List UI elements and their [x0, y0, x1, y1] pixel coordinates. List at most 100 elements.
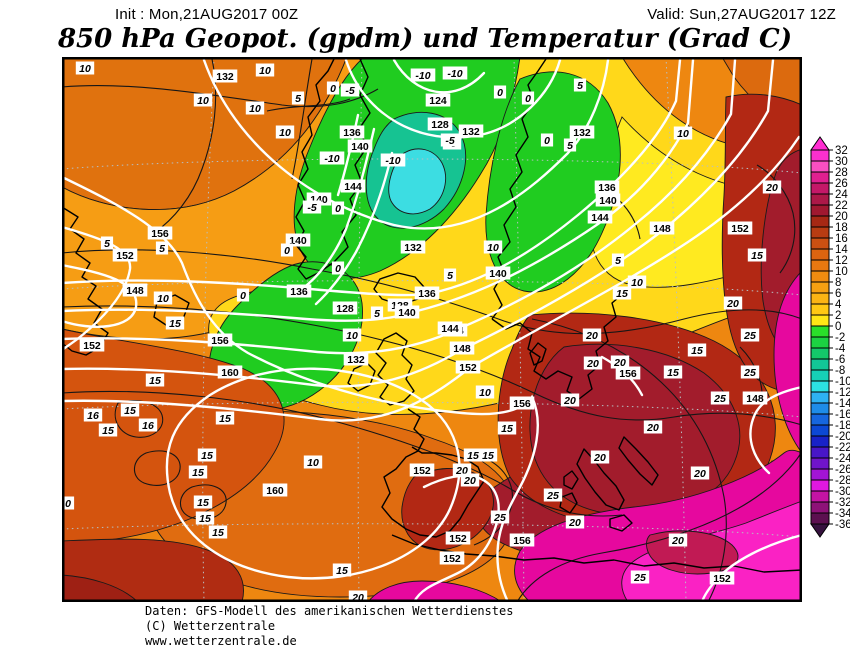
- svg-text:10: 10: [197, 95, 209, 107]
- colorbar-segment: [810, 336, 830, 349]
- colorbar-tick-label: 12: [835, 255, 848, 267]
- temperature-label: 15: [497, 421, 517, 435]
- svg-text:144: 144: [591, 212, 609, 224]
- temperature-label: 0: [331, 201, 345, 215]
- temperature-label: 20: [583, 356, 603, 370]
- colorbar-tick-label: -22: [835, 442, 850, 454]
- svg-text:160: 160: [266, 485, 284, 497]
- temperature-label: 10: [193, 93, 213, 107]
- colorbar-segment: [810, 435, 830, 448]
- svg-text:15: 15: [219, 413, 231, 425]
- svg-text:10: 10: [79, 63, 91, 75]
- svg-text:15: 15: [336, 565, 348, 577]
- temperature-label: 20: [690, 466, 710, 480]
- colorbar-tick-label: 18: [835, 222, 848, 234]
- svg-text:10: 10: [346, 330, 358, 342]
- colorbar-tick-label: -20: [835, 431, 850, 443]
- geopotential-label: 144: [437, 321, 463, 335]
- svg-text:5: 5: [159, 243, 165, 255]
- svg-text:140: 140: [398, 307, 416, 319]
- temperature-label: 10: [475, 385, 495, 399]
- colorbar-segment: [810, 149, 830, 162]
- svg-text:15: 15: [482, 450, 494, 462]
- colorbar-segment: [810, 314, 830, 327]
- svg-text:0: 0: [284, 245, 290, 257]
- svg-text:136: 136: [418, 288, 436, 300]
- temperature-label: 10: [153, 291, 173, 305]
- temperature-label: 16: [83, 408, 103, 422]
- colorbar-segment: [810, 380, 830, 393]
- colorbar-segment: [810, 479, 830, 492]
- colorbar-segment: [810, 226, 830, 239]
- geopotential-label: 148: [649, 221, 675, 235]
- svg-text:20: 20: [585, 330, 598, 342]
- temperature-label: 16: [138, 418, 158, 432]
- temperature-label: 15: [165, 316, 185, 330]
- colorbar-tick-label: 6: [835, 288, 841, 300]
- valid-time-label: Valid: Sun,27AUG2017 12Z: [647, 6, 836, 23]
- temperature-contour: [291, 58, 313, 180]
- geopotential-label: 132: [569, 125, 595, 139]
- graticule-line: [62, 401, 802, 418]
- geopotential-label: 156: [509, 533, 535, 547]
- geopotential-label: 136: [339, 125, 365, 139]
- temperature-label: 0: [236, 288, 250, 302]
- geopotential-label: 152: [409, 463, 435, 477]
- svg-text:148: 148: [126, 285, 144, 297]
- svg-text:144: 144: [344, 181, 362, 193]
- geopotential-contour: [336, 113, 360, 197]
- svg-text:16: 16: [142, 420, 154, 432]
- temperature-label: 20: [590, 450, 610, 464]
- svg-text:-10: -10: [415, 70, 430, 82]
- geopotential-label: 132: [212, 69, 238, 83]
- geopotential-label: 140: [285, 233, 311, 247]
- svg-text:152: 152: [449, 533, 467, 545]
- temperature-label: 15: [195, 511, 215, 525]
- svg-text:20: 20: [646, 422, 659, 434]
- temperature-contour: [756, 164, 796, 274]
- colorbar-segment: [810, 160, 830, 173]
- geopotential-label: 156: [509, 396, 535, 410]
- geopotential-label: 160: [217, 365, 243, 379]
- temperature-contour: [62, 85, 379, 108]
- chart-title: 850 hPa Geopot. (gpdm) und Temperatur (G…: [57, 24, 793, 54]
- temperature-label: 20: [643, 420, 663, 434]
- temperature-label: 10: [483, 240, 503, 254]
- temperature-label: 15: [145, 373, 165, 387]
- svg-text:20: 20: [351, 592, 364, 602]
- colorbar-segment: [810, 468, 830, 481]
- temperature-label: 0: [493, 85, 507, 99]
- colorbar-segment: [810, 204, 830, 217]
- geopotential-label: 148: [449, 341, 475, 355]
- temperature-label: 10: [627, 275, 647, 289]
- colorbar-tick-label: -8: [835, 365, 845, 377]
- svg-text:140: 140: [351, 141, 369, 153]
- colorbar-segment: [810, 270, 830, 283]
- coastline: [559, 492, 578, 514]
- temperature-label: -5: [302, 200, 322, 214]
- colorbar-tick-label: 32: [835, 145, 848, 157]
- svg-text:5: 5: [447, 270, 453, 282]
- colorbar-segment: [810, 457, 830, 470]
- svg-text:132: 132: [216, 71, 234, 83]
- svg-text:156: 156: [513, 535, 531, 547]
- colorbar-svg: 32302826242220181614121086420-2-4-6-8-10…: [810, 136, 850, 538]
- geopotential-contour: [165, 367, 461, 580]
- colorbar-segment: [810, 303, 830, 316]
- temperature-label: 0: [521, 91, 535, 105]
- temperature-label: 25: [490, 510, 510, 524]
- svg-text:5: 5: [295, 93, 301, 105]
- geopotential-label: 128: [427, 117, 453, 131]
- svg-text:10: 10: [157, 293, 169, 305]
- svg-text:15: 15: [751, 250, 763, 262]
- temperature-label: 15: [332, 563, 352, 577]
- geopotential-contour: [392, 58, 486, 94]
- geopotential-label: 160: [262, 483, 288, 497]
- svg-text:25: 25: [546, 490, 559, 502]
- geopotential-label: 152: [445, 531, 471, 545]
- colorbar-segment: [810, 171, 830, 184]
- svg-text:25: 25: [743, 367, 756, 379]
- svg-text:156: 156: [619, 368, 637, 380]
- geopotential-label: 132: [400, 240, 426, 254]
